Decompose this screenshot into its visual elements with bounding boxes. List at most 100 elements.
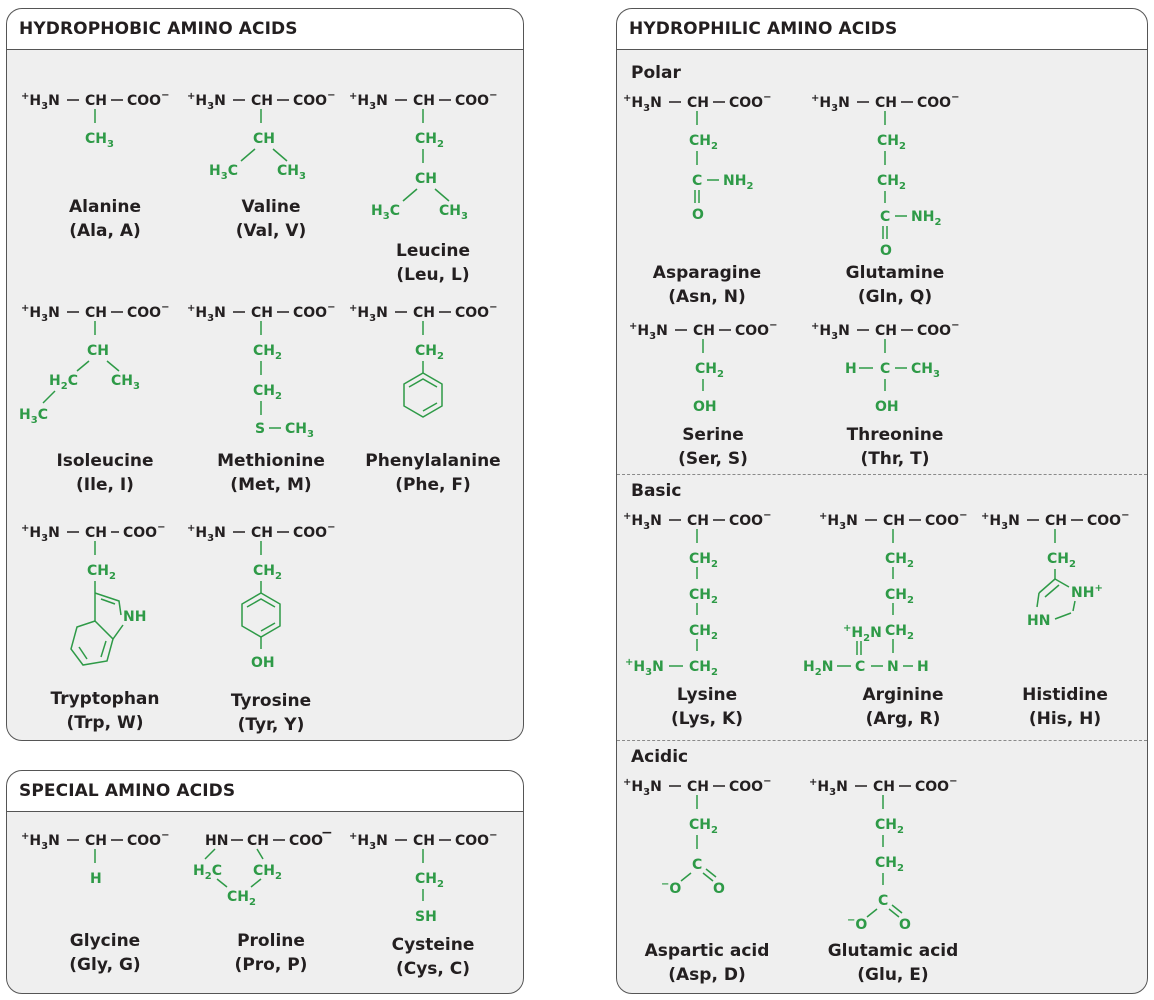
aspartic-acid-formula: +H3N CH COO− CH2 C −O O: [623, 776, 771, 897]
glycine-label: Glycine (Gly, G): [7, 929, 205, 977]
svg-text:−: −: [321, 825, 333, 841]
glutamic-acid-abbr: (Glu, E): [857, 965, 929, 985]
carboxyl-group: COO−: [735, 320, 777, 339]
hydrophobic-title: HYDROPHOBIC AMINO ACIDS: [19, 19, 298, 39]
lysine-formula: +H3N CH COO− CH2 CH2 CH2 +H3N CH2: [623, 510, 771, 678]
histidine-formula: +H3N CH COO− CH2 NH+ HN: [981, 510, 1129, 629]
svg-text:O: O: [899, 917, 911, 933]
svg-text:SH: SH: [415, 909, 437, 925]
svg-text:OH: OH: [693, 399, 717, 415]
amino-group: +H3N: [187, 91, 226, 112]
amino-group: +H3N: [21, 303, 60, 324]
carboxyl-group: COO−: [293, 522, 335, 541]
svg-text:H3C: H3C: [19, 407, 48, 426]
serine-abbr: (Ser, S): [678, 449, 748, 469]
leucine-label: Leucine (Leu, L): [333, 239, 523, 287]
svg-text:CH2: CH2: [253, 383, 282, 402]
glutamine-abbr: (Gln, Q): [857, 287, 933, 307]
svg-text:CH2: CH2: [885, 551, 914, 570]
alpha-carbon: CH: [251, 305, 273, 321]
svg-text:NH2: NH2: [911, 209, 941, 228]
glycine-name: Glycine: [69, 931, 141, 951]
alpha-carbon: CH: [873, 779, 895, 795]
svg-text:CH2: CH2: [875, 855, 904, 874]
amino-group: +H3N: [349, 831, 388, 852]
svg-text:CH2: CH2: [689, 659, 718, 678]
carboxyl-group: COO−: [293, 90, 335, 109]
glutamine-formula: +H3N CH COO− CH2 CH2 C NH2 O: [811, 92, 959, 259]
amino-group: +H3N: [811, 93, 850, 114]
tyrosine-label: Tyrosine (Tyr, Y): [171, 689, 371, 737]
proline-name: Proline: [237, 931, 305, 951]
svg-text:CH3: CH3: [285, 421, 314, 440]
svg-text:CH2: CH2: [885, 587, 914, 606]
svg-text:CH2: CH2: [689, 587, 718, 606]
cysteine-structure: +H3N CH COO− CH2 SH Cysteine (Cys, C): [343, 827, 523, 993]
methionine-abbr: (Met, M): [230, 475, 312, 495]
amino-group: +H3N: [187, 303, 226, 324]
svg-text:HN: HN: [1027, 613, 1050, 629]
carboxyl-group: COO−: [925, 510, 967, 529]
alpha-carbon: CH: [687, 513, 709, 529]
svg-text:H2C: H2C: [49, 373, 78, 392]
glycine-abbr: (Gly, G): [69, 955, 141, 975]
svg-text:−O: −O: [847, 915, 867, 933]
amino-group: +H3N: [21, 91, 60, 112]
aspartic-acid-name: Aspartic acid: [644, 941, 770, 961]
hydrophobic-panel: HYDROPHOBIC AMINO ACIDS +H3N CH COO− CH3 A…: [6, 8, 524, 741]
svg-text:N: N: [887, 659, 899, 675]
lysine-label: Lysine (Lys, K): [617, 683, 807, 731]
side-ch3: CH3: [85, 131, 114, 150]
backbone: +H3N CH COO−: [21, 90, 169, 112]
svg-text:CH2: CH2: [87, 563, 116, 582]
svg-text:CH2: CH2: [689, 551, 718, 570]
alpha-carbon: CH: [875, 95, 897, 111]
backbone: +H3N CH COO−: [21, 522, 165, 544]
svg-text:CH3: CH3: [911, 361, 940, 380]
backbone: +H3N CH COO−: [623, 510, 771, 532]
svg-text:O: O: [713, 881, 725, 897]
serine-label: Serine (Ser, S): [617, 423, 813, 471]
alanine-formula: +H3N CH COO− CH3: [21, 90, 169, 150]
special-panel: SPECIAL AMINO ACIDS +H3N CH COO− H Glycine…: [6, 770, 524, 994]
svg-text:CH2: CH2: [415, 343, 444, 362]
backbone: +H3N CH COO−: [811, 320, 959, 342]
benzene-ring: [403, 372, 443, 418]
carboxyl-group: COO−: [729, 92, 771, 111]
svg-text:C: C: [855, 659, 865, 675]
svg-text:CH3: CH3: [439, 203, 468, 222]
isoleucine-formula: +H3N CH COO− CH H2C CH3 H3C: [19, 302, 169, 426]
amino-group: +H3N: [21, 831, 60, 852]
threonine-formula: +H3N CH COO− H C CH3 OH: [811, 320, 959, 415]
carboxyl-group: COO−: [123, 522, 165, 541]
phenylalanine-formula: +H3N CH COO− CH2: [349, 302, 497, 418]
alpha-carbon: CH: [413, 833, 435, 849]
methionine-name: Methionine: [217, 451, 325, 471]
amino-group: +H3N: [811, 321, 850, 342]
threonine-name: Threonine: [846, 425, 944, 445]
alpha-carbon: CH: [1045, 513, 1067, 529]
phenylalanine-structure: +H3N CH COO− CH2 Phenylalanine (Phe, F): [343, 299, 523, 539]
proline-formula: HN CH COO − H2C CH2 CH2: [193, 825, 333, 908]
alpha-carbon: CH: [85, 525, 107, 541]
carboxyl-group: COO−: [455, 302, 497, 321]
backbone: +H3N CH COO−: [623, 776, 771, 798]
svg-text:HN: HN: [205, 833, 228, 849]
svg-text:H2C: H2C: [193, 863, 222, 882]
arginine-structure: +H3N CH COO− CH2 CH2 CH2 N H C H2N +H2N Ar…: [803, 507, 1053, 747]
panel-header: HYDROPHILIC AMINO ACIDS: [617, 9, 1147, 50]
backbone: +H3N CH COO−: [629, 320, 777, 342]
polar-basic-divider: [617, 474, 1147, 475]
glutamic-acid-label: Glutamic acid (Glu, E): [793, 939, 993, 987]
serine-formula: +H3N CH COO− CH2 OH: [629, 320, 777, 415]
aspartic-acid-label: Aspartic acid (Asp, D): [617, 939, 807, 987]
valine-formula: +H3N CH COO− CH H3C CH3: [187, 90, 335, 182]
svg-text:H2N: H2N: [803, 659, 833, 678]
arginine-label: Arginine (Arg, R): [803, 683, 1003, 731]
carboxyl-group: COO−: [915, 776, 957, 795]
tryptophan-formula: +H3N CH COO− CH2 NH: [21, 522, 165, 666]
svg-text:C: C: [878, 893, 888, 909]
amino-group: +H3N: [623, 93, 662, 114]
amino-group: +H3N: [819, 511, 858, 532]
basic-heading: Basic: [631, 481, 682, 501]
